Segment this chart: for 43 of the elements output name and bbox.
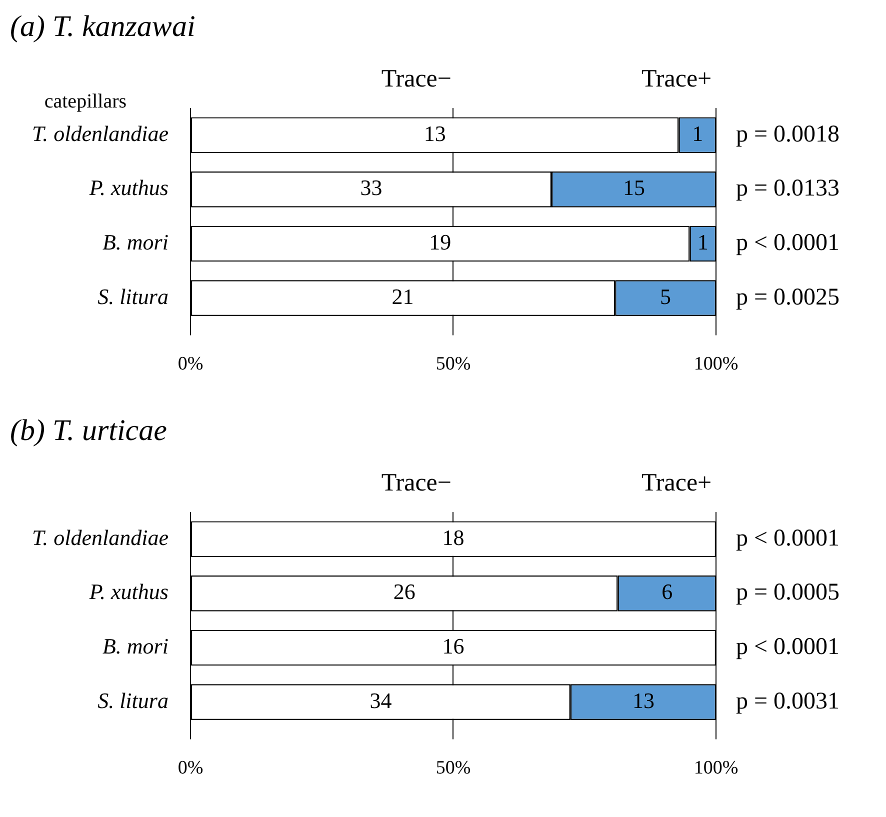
text: Trace− <box>381 470 452 497</box>
annotation: p = 0.0031 <box>736 688 840 714</box>
annotation: p < 0.0001 <box>736 230 840 256</box>
annotation: 1 <box>697 230 708 255</box>
x-tick-label: 50% <box>436 758 471 779</box>
annotation: p < 0.0001 <box>736 634 840 660</box>
annotation: 18 <box>442 524 464 550</box>
x-tick-label: 0% <box>178 354 204 375</box>
annotation: 19 <box>429 230 452 255</box>
annotation: 26 <box>393 579 416 604</box>
y-tick-label: T. oldenlandiae <box>32 524 169 550</box>
annotation: 5 <box>660 284 672 309</box>
text: Trace− <box>381 66 452 93</box>
annotation: p = 0.0025 <box>736 284 840 310</box>
x-tick-label: 0% <box>178 758 204 779</box>
annotation: 13 <box>424 120 446 146</box>
x-tick-label: 100% <box>694 758 738 779</box>
annotation: 34 <box>370 688 392 713</box>
annotation: p = 0.0018 <box>736 121 840 148</box>
y-tick-label: B. mori <box>102 634 168 659</box>
x-tick-label: 50% <box>436 354 471 375</box>
annotation: 21 <box>392 284 414 309</box>
annotation: 13 <box>632 688 654 713</box>
annotation: 6 <box>662 579 673 604</box>
y-tick-label: T. oldenlandiae <box>32 120 169 146</box>
annotation: p < 0.0001 <box>736 525 840 552</box>
annotation: 15 <box>623 175 646 200</box>
y-tick-label: S. litura <box>98 688 168 713</box>
annotation: 1 <box>692 120 704 146</box>
y-tick-label: B. mori <box>102 230 168 255</box>
annotation: 33 <box>360 175 382 200</box>
chart-title: (a) T. kanzawai <box>10 10 196 43</box>
y-tick-label: S. litura <box>98 284 168 309</box>
annotation: p = 0.0005 <box>736 580 840 606</box>
annotation: p = 0.0133 <box>736 176 840 202</box>
chart-title: (b) T. urticae <box>10 414 167 447</box>
text: Trace+ <box>642 470 712 497</box>
x-tick-label: 100% <box>694 354 738 375</box>
y-tick-label: P. xuthus <box>88 579 168 604</box>
y-tick-label: P. xuthus <box>88 175 168 200</box>
annotation: 16 <box>442 634 464 659</box>
text: Trace+ <box>642 66 712 93</box>
y-axis-title: catepillars <box>44 90 127 112</box>
